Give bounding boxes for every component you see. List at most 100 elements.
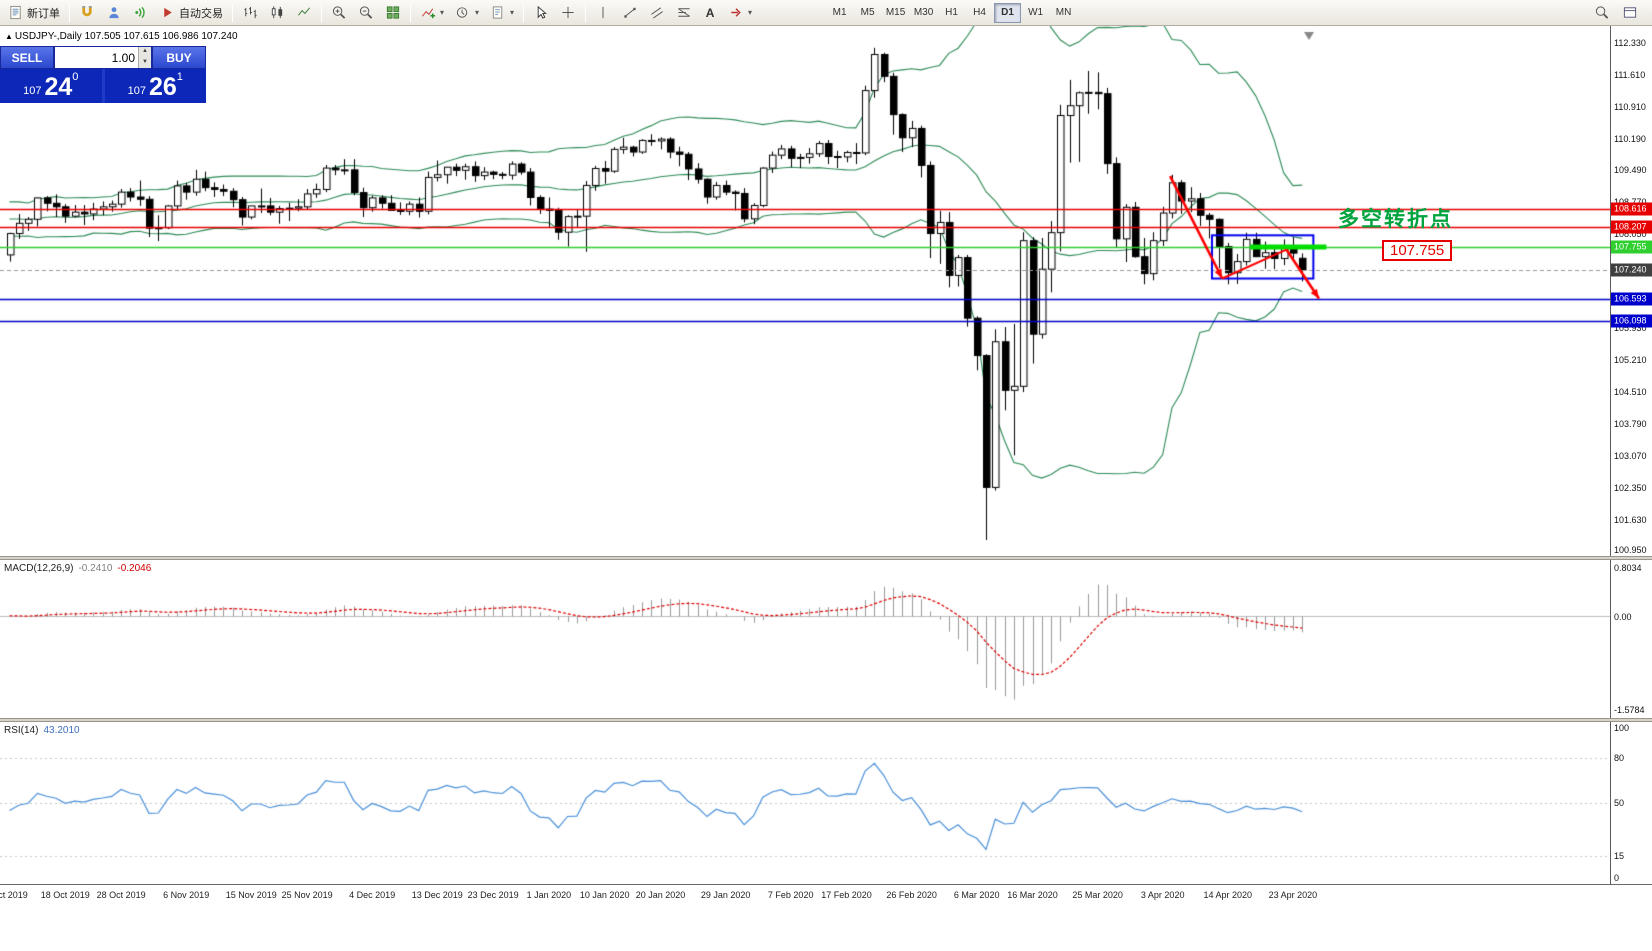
date-axis-label: 28 Oct 2019 (96, 890, 146, 900)
macd-name: MACD(12,26,9) (4, 563, 74, 574)
date-axis-label: 4 Dec 2019 (349, 890, 396, 900)
vertical-line-button[interactable] (590, 2, 616, 24)
sell-price-minor: 24 (44, 73, 73, 101)
date-axis-label: 20 Jan 2020 (635, 890, 686, 900)
price-axis-label: 103.790 (1614, 418, 1647, 429)
signals-button[interactable] (128, 2, 154, 24)
sell-button[interactable]: SELL (0, 46, 54, 69)
tile-windows-button[interactable] (380, 2, 406, 24)
cursor-button[interactable] (528, 2, 554, 24)
sell-price-major: 107 (23, 85, 42, 97)
panel-separator[interactable] (0, 556, 1652, 560)
main-chart-canvas[interactable] (0, 26, 1610, 556)
price-axis-label: 109.490 (1614, 164, 1647, 175)
chart-title: ▲ USDJPY-,Daily 107.505 107.615 106.986 1… (5, 31, 238, 42)
timeframe-button-m1[interactable]: M1 (826, 3, 853, 23)
price-axis[interactable]: 112.330 111.610 110.910 110.190 109.490 108.7… (1610, 26, 1652, 556)
templates-button[interactable]: ▾ (485, 2, 519, 24)
bar-chart-icon (242, 5, 258, 20)
toolbar: 新订单 自动交易 ▾ ▾ ▾ A ▾ M1 M5 M15 M30 H1 H4 D1 W1 MN (0, 0, 1652, 26)
text-button[interactable]: A (698, 2, 722, 24)
price-badge-107.755: 107.755 (1611, 240, 1652, 254)
timeframe-button-m5[interactable]: M5 (854, 3, 881, 23)
macd-axis-label: 0.8034 (1614, 563, 1642, 573)
indicators-button[interactable]: ▾ (415, 2, 449, 24)
crosshair-button[interactable] (555, 2, 581, 24)
buy-price-button[interactable]: 107 26 1 (104, 69, 206, 103)
zoom-out-button[interactable] (353, 2, 379, 24)
candlestick-chart-button[interactable] (264, 2, 290, 24)
macd-value: -0.2410 (78, 563, 113, 574)
date-axis[interactable]: Oct 2019 18 Oct 2019 28 Oct 2019 6 Nov 2019… (0, 884, 1652, 908)
price-axis-label: 112.330 (1614, 38, 1646, 49)
bar-chart-button[interactable] (237, 2, 263, 24)
panel-button[interactable] (1617, 2, 1643, 24)
timeframe-button-h4[interactable]: H4 (966, 3, 993, 23)
volume-stepper[interactable]: ▲ ▼ (138, 47, 151, 68)
rsi-axis[interactable]: 100 80 50 15 0 (1610, 722, 1652, 884)
rsi-canvas[interactable] (0, 722, 1610, 884)
cursor-icon (533, 5, 549, 20)
new-order-button[interactable]: 新订单 (3, 2, 65, 24)
template-icon (490, 5, 506, 20)
zoom-in-button[interactable] (326, 2, 352, 24)
search-button[interactable] (1589, 2, 1615, 24)
rsi-axis-label: 80 (1614, 753, 1625, 763)
panel-icon (1622, 5, 1638, 20)
indicators-icon (420, 5, 436, 20)
toolbar-separator (523, 3, 525, 22)
date-axis-label: 10 Jan 2020 (579, 890, 630, 900)
signal-icon (133, 5, 149, 20)
date-axis-label: 14 Apr 2020 (1203, 890, 1253, 900)
panel-separator[interactable] (0, 718, 1652, 722)
toolbar-right-group (1589, 2, 1649, 24)
price-callout-label: 107.755 (1382, 240, 1453, 261)
stepper-up-icon[interactable]: ▲ (139, 47, 151, 58)
rsi-axis-label: 50 (1614, 798, 1625, 808)
price-badge-108.207: 108.207 (1611, 220, 1652, 234)
date-axis-label: 29 Jan 2020 (700, 890, 751, 900)
fibonacci-button[interactable] (671, 2, 697, 24)
magnet-button[interactable] (74, 2, 100, 24)
price-badge-106.098: 106.098 (1611, 314, 1652, 328)
rsi-name: RSI(14) (4, 725, 39, 736)
toolbar-separator (410, 3, 411, 22)
symbol-marker-icon: ▲ (5, 32, 13, 41)
buy-button[interactable]: BUY (152, 46, 206, 69)
contacts-button[interactable] (101, 2, 127, 24)
timeframe-button-w1[interactable]: W1 (1022, 3, 1049, 23)
timeframe-button-h1[interactable]: H1 (938, 3, 965, 23)
sell-price-button[interactable]: 107 24 0 (0, 69, 102, 103)
new-order-label: 新订单 (27, 7, 60, 20)
date-axis-label: 23 Dec 2019 (467, 890, 519, 900)
timeframe-button-mn[interactable]: MN (1050, 3, 1077, 23)
periods-button[interactable]: ▾ (450, 2, 484, 24)
ohlc-values: 107.505 107.615 106.986 107.240 (84, 31, 238, 42)
timeframe-button-m15[interactable]: M15 (882, 3, 909, 23)
trendline-button[interactable] (617, 2, 643, 24)
price-badge-108.616: 108.616 (1611, 202, 1652, 216)
channel-button[interactable] (644, 2, 670, 24)
rsi-indicator-label: RSI(14) 43.2010 (4, 725, 80, 736)
timeframe-button-d1[interactable]: D1 (994, 2, 1022, 23)
macd-indicator-label: MACD(12,26,9) -0.2410 -0.2046 (4, 563, 151, 574)
auto-trading-button[interactable]: 自动交易 (155, 2, 228, 24)
macd-axis[interactable]: 0.8034 0.00 -1.5784 (1610, 560, 1652, 718)
volume-field[interactable]: 1.00 ▲ ▼ (54, 46, 152, 69)
auto-trading-icon (160, 5, 176, 20)
price-axis-label: 105.210 (1614, 355, 1647, 366)
timeframe-button-m30[interactable]: M30 (910, 3, 937, 23)
stepper-down-icon[interactable]: ▼ (139, 57, 151, 68)
buy-price-pip: 1 (176, 71, 183, 83)
macd-signal-value: -0.2046 (117, 563, 152, 574)
price-axis-label: 102.350 (1614, 482, 1647, 493)
price-axis-label: 108.770 (1614, 197, 1647, 207)
price-axis-label: 108.050 (1614, 228, 1647, 239)
toolbar-separator (69, 3, 70, 22)
price-axis-label: 103.070 (1614, 450, 1647, 461)
arrows-button[interactable]: ▾ (723, 2, 757, 24)
dropdown-caret-icon: ▾ (748, 8, 753, 17)
macd-canvas[interactable] (0, 560, 1610, 718)
line-chart-button[interactable] (291, 2, 317, 24)
zoom-out-icon (358, 5, 374, 20)
